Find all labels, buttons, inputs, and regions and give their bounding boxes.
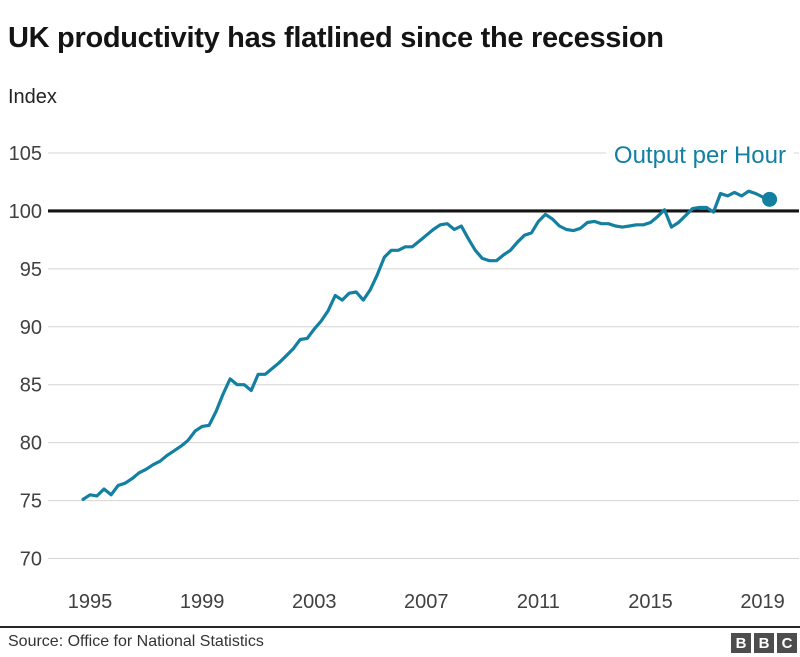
bbc-logo-letter: C xyxy=(777,633,797,653)
series-path xyxy=(81,189,772,501)
y-tick-label: 75 xyxy=(20,491,42,513)
y-tick-label: 95 xyxy=(20,259,42,281)
footer-divider xyxy=(0,626,800,628)
y-tick-label: 70 xyxy=(20,549,42,571)
bbc-logo-letter: B xyxy=(731,633,751,653)
bbc-logo-letter: B xyxy=(754,633,774,653)
x-tick-label: 2015 xyxy=(628,591,673,613)
y-axis-unit-label: Index xyxy=(8,86,57,108)
y-tick-label: 90 xyxy=(20,317,42,339)
source-text: Source: Office for National Statistics xyxy=(8,633,264,650)
y-tick-label: 105 xyxy=(9,143,42,165)
x-tick-label: 1995 xyxy=(68,591,113,613)
x-tick-label: 1999 xyxy=(180,591,225,613)
y-tick-label: 85 xyxy=(20,375,42,397)
chart-title: UK productivity has flatlined since the … xyxy=(8,22,664,55)
series-end-dot xyxy=(762,191,778,207)
series-label: Output per Hour xyxy=(605,141,794,171)
x-tick-label: 2019 xyxy=(740,591,785,613)
y-tick-label: 100 xyxy=(9,201,42,223)
productivity-line-chart: 105 100 95 90 85 80 75 70 1995 1999 2003 2007 2011 20… xyxy=(9,143,799,613)
x-tick-label: 2003 xyxy=(292,591,337,613)
y-tick-label: 80 xyxy=(20,433,42,455)
x-tick-label: 2007 xyxy=(404,591,449,613)
x-tick-label: 2011 xyxy=(517,591,560,613)
bbc-logo: B B C xyxy=(731,633,797,653)
